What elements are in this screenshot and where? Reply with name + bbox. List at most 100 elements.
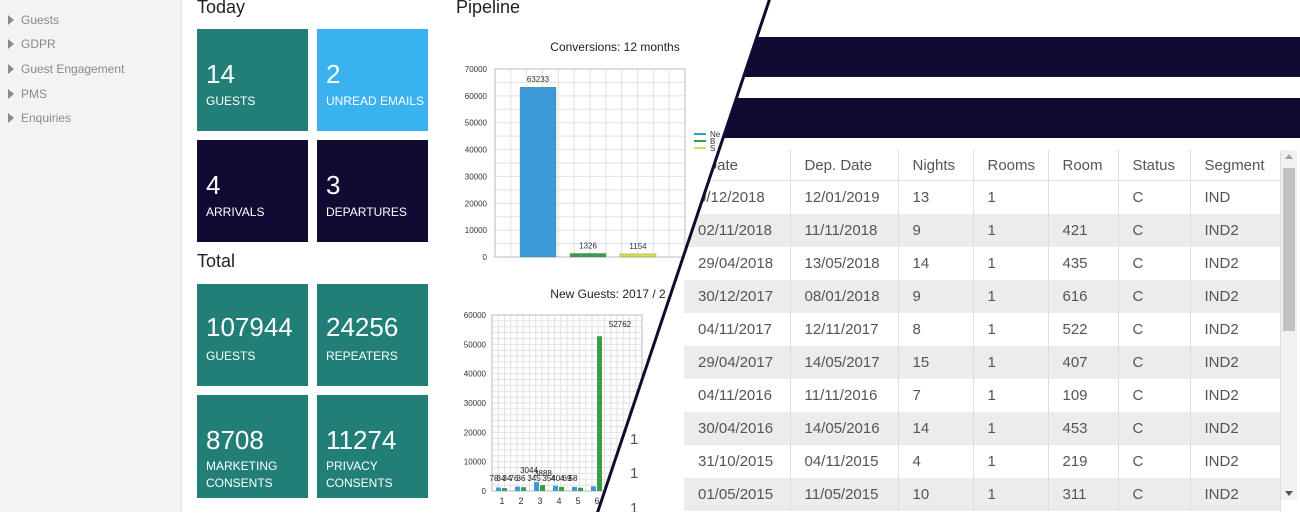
sidebar-item-gdpr[interactable]: GDPR	[8, 34, 56, 54]
cell-segment: IND2	[1190, 412, 1281, 445]
y-tick-label: 50000	[464, 340, 487, 349]
y-tick-label: 70000	[465, 65, 488, 74]
cell-nights: 9	[898, 214, 974, 247]
row-prefix: 1	[630, 499, 639, 517]
bar	[534, 482, 539, 491]
table-row[interactable]: 30/04/2016 14/05/2016 14 1 453 C IND2	[684, 412, 1281, 445]
y-tick-label: 0	[482, 487, 487, 496]
col-status[interactable]: Status	[1118, 150, 1191, 181]
y-tick-label: 40000	[464, 370, 487, 379]
legend-label: S	[710, 144, 715, 153]
cell-rooms: 1	[973, 412, 1049, 445]
total-title: Total	[197, 251, 236, 271]
cell-rooms: 1	[973, 478, 1049, 511]
tile-arrivals[interactable]: 4 ARRIVALS	[197, 140, 308, 242]
tile-label-line1: PRIVACY	[326, 459, 378, 473]
y-tick-label: 20000	[464, 428, 487, 437]
cell-status: C	[1118, 313, 1191, 346]
cell-room: 407	[1048, 346, 1119, 379]
sidebar-item-pms[interactable]: PMS	[8, 84, 47, 104]
tile-label: DEPARTURES	[326, 205, 407, 219]
table-row[interactable]: 31/10/2015 04/11/2015 4 1 219 C IND2	[684, 445, 1281, 478]
col-dep-date[interactable]: Dep. Date	[790, 150, 899, 181]
table-row[interactable]: 04/11/2016 11/11/2016 7 1 109 C IND2	[684, 379, 1281, 412]
sidebar: Guests GDPR Guest Engagement PMS Enquiri…	[0, 0, 182, 512]
tile-label-line1: MARKETING	[206, 459, 278, 473]
tile-marketing-consents[interactable]: 8708 MARKETING CONSENTS	[197, 395, 308, 498]
x-tick-label: 4	[556, 496, 561, 506]
sidebar-item-guests[interactable]: Guests	[8, 10, 59, 30]
tile-departures[interactable]: 3 DEPARTURES	[317, 140, 428, 242]
cell-arr-date: 01/05/2015	[684, 478, 791, 511]
data-label: 345	[527, 474, 541, 483]
data-label: 1154	[629, 242, 647, 251]
cell-room: 453	[1048, 412, 1119, 445]
col-nights[interactable]: Nights	[898, 150, 974, 181]
cell-nights: 13	[898, 180, 974, 214]
tile-label: UNREAD EMAILS	[326, 94, 425, 108]
data-label: 4	[551, 474, 556, 483]
tile-total-guests[interactable]: 107944 GUESTS	[197, 284, 308, 386]
cell-nights: 7	[898, 379, 974, 412]
cell-dep-date: 11/11/2016	[790, 379, 899, 412]
cell-room	[1048, 180, 1119, 214]
table-row[interactable]: 02/11/2018 11/11/2018 9 1 421 C IND2	[684, 214, 1281, 247]
table-scrollbar[interactable]	[1281, 150, 1297, 500]
y-tick-label: 60000	[465, 92, 488, 101]
cell-status: C	[1118, 346, 1191, 379]
cell-nights: 14	[898, 247, 974, 280]
caret-right-icon	[8, 64, 14, 74]
col-rooms[interactable]: Rooms	[973, 150, 1049, 181]
cell-nights: 10	[898, 478, 974, 511]
y-tick-label: 0	[483, 253, 488, 262]
table-row[interactable]: 01/05/2015 11/05/2015 10 1 311 C IND2	[684, 478, 1281, 511]
x-tick-label: 5	[575, 496, 580, 506]
tile-value: 107944	[206, 312, 293, 342]
tile-today-guests[interactable]: 14 GUESTS	[197, 29, 308, 131]
tile-value: 3	[326, 170, 341, 200]
bar	[578, 487, 583, 491]
cell-status: C	[1118, 214, 1191, 247]
cell-rooms: 1	[973, 280, 1049, 313]
bar	[591, 486, 596, 491]
col-segment[interactable]: Segment	[1190, 150, 1281, 181]
reservations-table: . Date Dep. Date Nights Rooms Room Statu…	[684, 150, 1281, 511]
scroll-down-arrow-icon[interactable]	[1285, 491, 1293, 496]
cell-nights: 9	[898, 280, 974, 313]
table-row[interactable]: 04/11/2017 12/11/2017 8 1 522 C IND2	[684, 313, 1281, 346]
scrollbar-thumb[interactable]	[1283, 168, 1295, 331]
divider-line	[596, 0, 771, 512]
table-row[interactable]: 29/04/2017 14/05/2017 15 1 407 C IND2	[684, 346, 1281, 379]
pipeline-title: Pipeline	[456, 0, 521, 17]
cell-dep-date: 14/05/2017	[790, 346, 899, 379]
sidebar-item-enquiries[interactable]: Enquiries	[8, 108, 71, 128]
row-prefix: 1	[630, 465, 639, 482]
cell-status: C	[1118, 379, 1191, 412]
conversions-chart: Conversions: 12 months 0 10000 20000 30000 40…	[465, 40, 721, 262]
bar	[515, 486, 520, 491]
legend-label: Ne	[710, 130, 721, 139]
table-row[interactable]: 0/12/2018 12/01/2019 13 1 C IND	[684, 180, 1281, 214]
table-row[interactable]: 29/04/2018 13/05/2018 14 1 435 C IND2	[684, 247, 1281, 280]
sidebar-item-label: PMS	[21, 87, 48, 101]
tile-unread-emails[interactable]: 2 UNREAD EMAILS	[317, 29, 428, 131]
cell-rooms: 1	[973, 379, 1049, 412]
x-tick-label: 3	[537, 496, 542, 506]
tile-value: 2	[326, 59, 341, 89]
cell-segment: IND2	[1190, 346, 1281, 379]
data-label: 354	[542, 474, 556, 483]
cell-arr-date: 02/11/2018	[684, 214, 791, 247]
cell-segment: IND2	[1190, 280, 1281, 313]
scroll-up-arrow-icon[interactable]	[1285, 154, 1293, 159]
cell-rooms: 1	[973, 247, 1049, 280]
col-room[interactable]: Room	[1048, 150, 1119, 181]
sidebar-item-guest-engagement[interactable]: Guest Engagement	[8, 59, 124, 79]
x-tick-label: 1	[499, 496, 504, 506]
bar	[553, 485, 558, 491]
data-label: 3888	[534, 469, 552, 478]
tile-label-line2: CONSENTS	[206, 476, 273, 490]
tile-privacy-consents[interactable]: 11274 PRIVACY CONSENTS	[317, 395, 428, 498]
tile-repeaters[interactable]: 24256 REPEATERS	[317, 284, 428, 386]
table-row[interactable]: 30/12/2017 08/01/2018 9 1 616 C IND2	[684, 280, 1281, 313]
